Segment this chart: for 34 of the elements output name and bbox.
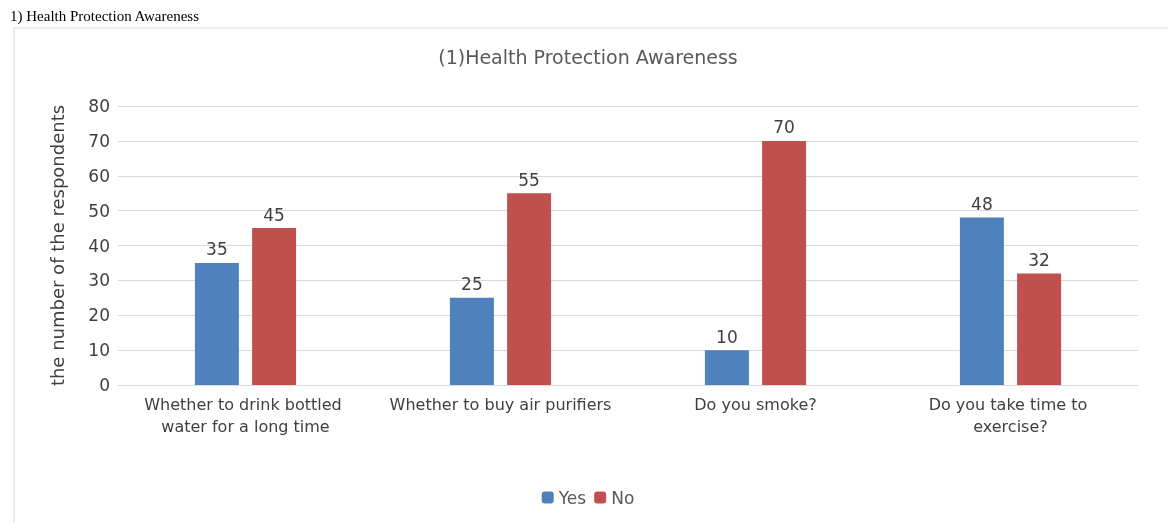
y-tick-label: 30 xyxy=(88,270,110,291)
y-tick-label: 10 xyxy=(88,340,110,361)
y-tick-label: 50 xyxy=(88,200,110,221)
legend-label: Yes xyxy=(557,487,587,508)
y-tick-label: 70 xyxy=(88,130,110,151)
data-label: 32 xyxy=(1028,249,1050,270)
y-tick-label: 80 xyxy=(88,96,110,116)
x-tick-label: Whether to buy air purifiers xyxy=(389,394,612,414)
data-label: 10 xyxy=(716,326,738,347)
y-tick-label: 20 xyxy=(88,305,110,326)
x-tick-label: Do you smoke? xyxy=(694,394,817,414)
chart-title: (1)Health Protection Awareness xyxy=(438,45,738,68)
data-label: 45 xyxy=(263,204,285,225)
bar xyxy=(252,228,297,385)
y-axis-title: the number of the respondents xyxy=(46,104,68,387)
bar xyxy=(704,350,749,385)
data-label: 25 xyxy=(461,274,483,295)
legend-label: No xyxy=(611,487,635,508)
bar xyxy=(507,193,552,385)
data-label: 35 xyxy=(206,239,228,260)
text: 1) Health Protection Awareness xyxy=(10,7,200,25)
bar xyxy=(1017,273,1062,385)
y-tick-label: 40 xyxy=(88,235,110,256)
y-tick-label: 60 xyxy=(88,165,110,186)
x-tick-label: Do you take time to exercise? xyxy=(928,394,1093,436)
bar xyxy=(194,262,239,385)
y-tick-label: 0 xyxy=(99,375,110,395)
x-tick-label: Whether to drink bottled water for a long time xyxy=(144,394,347,436)
data-label: 55 xyxy=(518,169,540,190)
bar xyxy=(762,140,807,385)
data-label: 48 xyxy=(971,194,993,215)
bar xyxy=(449,297,494,385)
data-label: 70 xyxy=(773,117,795,138)
bar xyxy=(959,217,1004,385)
